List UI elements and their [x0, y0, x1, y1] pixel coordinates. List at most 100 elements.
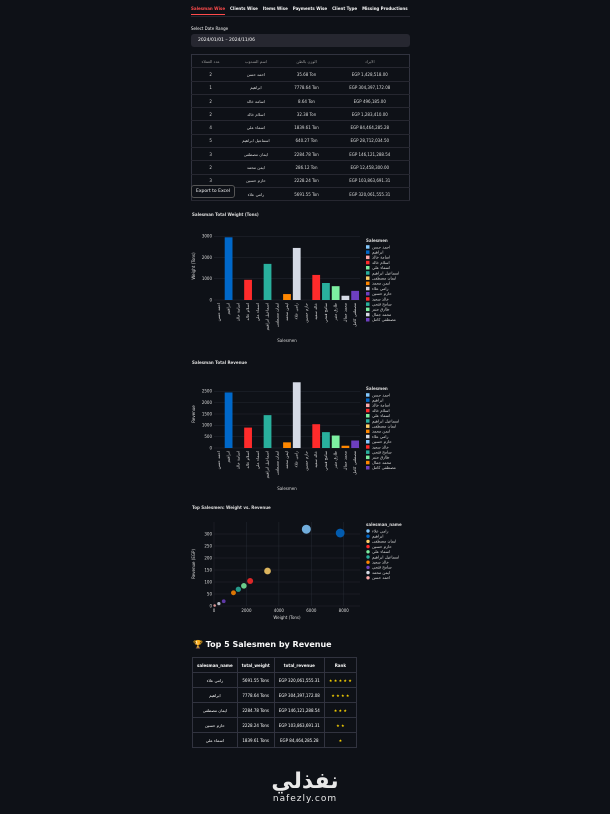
table-cell: EGP 103,863,691.31 [273, 717, 325, 733]
x-tick-label: اسلام خالد [245, 303, 250, 321]
watermark-url: nafezly.com [272, 794, 338, 804]
tab[interactable]: Missing Productions [362, 6, 408, 11]
table-cell: 5 [191, 134, 230, 149]
watermark-arabic: نفذلي [271, 769, 339, 794]
legend-swatch [366, 408, 370, 413]
bar [244, 427, 252, 448]
bar [283, 294, 291, 300]
legend-swatch [366, 450, 370, 454]
table-row: 4 اسماء علي 1839.61 Ton EGP 84,464,285.28 [191, 120, 410, 135]
x-axis-title: Weight (Tons) [273, 615, 301, 620]
legend-label: رامي علاء [372, 528, 389, 533]
table-row: ابراهيم 7778.64 Tons EGP 304,397,172.08 ★ ★… [192, 687, 357, 703]
table-cell: رامي علاء [229, 187, 283, 202]
x-tick-label: ابراهيم [226, 451, 231, 463]
y-tick-label: 1000 [202, 276, 213, 281]
legend-label: ايمان مصطفى [372, 539, 396, 544]
x-tick-label: رامي علاء [294, 303, 299, 320]
table-cell: EGP 103,863,691.31 [330, 174, 410, 188]
legend-swatch [366, 455, 370, 460]
x-tick-label: خالد سعيد [313, 450, 318, 467]
legend-label: حازم حسين [372, 544, 392, 549]
column-header: الوزن بالطن [282, 54, 331, 69]
column-header: total_weight [236, 657, 275, 673]
table-row: 2 ايمن محمد 286.12 Ton EGP 12,458,300.00 [191, 160, 410, 175]
x-tick-label: اسلام خالد [245, 451, 250, 469]
x-tick-label: حازم حسين [303, 302, 308, 322]
y-tick-label: 2000 [202, 400, 213, 405]
legend-swatch [366, 307, 370, 312]
table-cell: 32.38 Ton [282, 107, 331, 122]
bar [322, 432, 330, 448]
table-cell: احمد حسن [229, 67, 283, 82]
date-input[interactable]: 2024/01/01 – 2024/11/06 [191, 34, 410, 47]
table-cell: 2284.78 Tons [236, 702, 275, 718]
legend-swatch [366, 292, 370, 296]
table-cell: 5691.55 Ton [282, 187, 331, 202]
column-header: salesman_name [192, 657, 238, 673]
legend-label: اسامة خالد [372, 403, 390, 408]
legend-title: Salesmen [366, 386, 388, 391]
x-tick-label: 6000 [306, 608, 317, 613]
legend-label: طارق منير [371, 455, 389, 460]
table-cell: EGP 28,712,034.50 [330, 134, 410, 149]
y-tick-label: 2000 [202, 255, 213, 260]
legend-label: ايمن محمد [372, 429, 390, 434]
chart-title: Top Salesmen: Weight vs. Revenue [192, 505, 271, 510]
legend-label: ابراهيم [372, 250, 384, 255]
y-tick-label: 0 [209, 297, 212, 302]
table-cell: اسماعيل ابراهيم [229, 134, 283, 149]
table-cell: 7778.64 Tons [236, 687, 275, 703]
legend-label: اسماعيل ابراهيم [372, 270, 399, 275]
legend-label: رامي علاء [372, 434, 389, 439]
y-tick-label: 1500 [202, 411, 213, 416]
legend-swatch [366, 424, 370, 428]
legend-label: سامح فتحي [372, 302, 392, 307]
table-cell: 2228.24 Ton [282, 174, 331, 188]
table-cell: EGP 320,061,555.31 [330, 187, 410, 202]
table-cell: EGP 12,458,300.00 [330, 160, 410, 175]
x-tick-label: 2000 [241, 608, 252, 613]
date-label: Select Date Range [191, 26, 229, 31]
x-tick-label: محمد جمال [342, 303, 347, 322]
legend-label: احمد حسن [372, 244, 390, 249]
table-cell: 2 [191, 107, 230, 122]
legend-swatch [366, 555, 370, 559]
table-cell: رامي علاء [192, 672, 238, 688]
table-cell: EGP 146,121,288.54 [273, 702, 325, 718]
table-cell: اسامة خالد [229, 94, 283, 109]
y-tick-label: 150 [204, 567, 212, 572]
legend-swatch [366, 414, 370, 418]
x-tick-label: احمد حسن [216, 303, 221, 321]
legend-swatch [366, 266, 370, 270]
tab[interactable]: Items Wise [262, 6, 288, 11]
legend-label: مصطفى كامل [372, 317, 396, 322]
table-cell: حازم حسين [192, 717, 238, 733]
tab[interactable]: Salesman Wise [191, 6, 226, 15]
table-cell: EGP 146,121,288.54 [330, 147, 410, 162]
legend-label: خالد سعيد [372, 560, 389, 565]
salesman-table: عدد العملاء اسم المندوب الوزن بالطن الايراد… [191, 54, 410, 202]
tab[interactable]: Payments Wise [292, 6, 328, 11]
table-cell: EGP 1,428,518.00 [330, 67, 410, 82]
table-cell: ايمان مصطفى [229, 147, 283, 162]
table-cell: 3 [191, 147, 230, 162]
table-cell: EGP 1,283,410.00 [330, 107, 410, 122]
tab[interactable]: Client Type [332, 6, 358, 11]
legend-label: محمد جمال [372, 460, 391, 465]
x-tick-label: سامح فتحي [323, 450, 328, 470]
bar [312, 424, 321, 448]
y-tick-label: 3000 [202, 234, 213, 239]
legend-swatch [366, 560, 370, 564]
table-cell: 286.12 Ton [282, 160, 331, 175]
table-row: حازم حسين 2228.24 Tons EGP 103,863,691.31 ★… [192, 717, 357, 733]
export-button[interactable]: Export to Excel [191, 185, 236, 198]
legend-swatch [366, 576, 370, 580]
x-tick-label: سامح فتحي [323, 302, 328, 322]
tabs: Salesman Wise Clients Wise Items Wise Payme… [191, 6, 408, 15]
table-cell: 1839.61 Tons [236, 732, 275, 748]
legend-swatch [366, 398, 370, 402]
legend-title: salesman_name [366, 522, 402, 527]
table-row: اسماء علي 1839.61 Tons EGP 84,464,285.28 ★ [192, 732, 357, 748]
tab[interactable]: Clients Wise [230, 6, 258, 11]
